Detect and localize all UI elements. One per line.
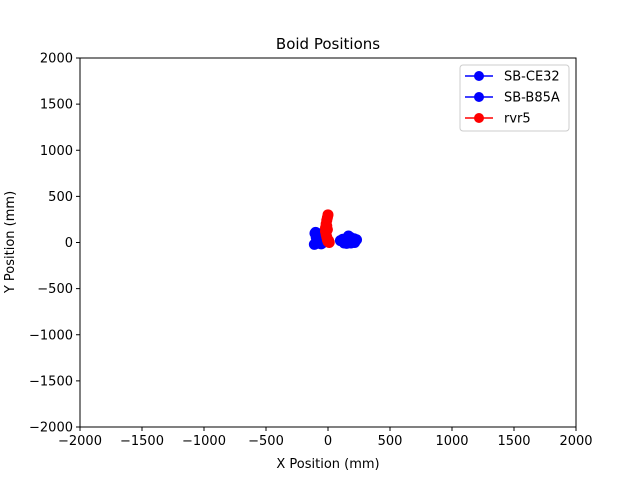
series-layer [308,209,363,250]
legend-entry: SB-B85A [465,91,560,106]
legend-marker [474,113,484,123]
data-point [323,235,335,247]
legend-label: rvr5 [504,112,531,127]
legend-marker [474,71,484,81]
data-point [321,224,333,236]
data-point [311,237,323,249]
x-tick-label: 2000 [559,434,592,449]
series-sb-b85a [334,230,363,249]
legend-marker [474,92,484,102]
y-tick-label: 0 [65,236,73,251]
data-point [349,237,361,248]
x-tick-label: −1500 [120,434,164,449]
legend-label: SB-CE32 [504,70,560,85]
y-axis-label: Y Position (mm) [3,191,18,294]
x-tick-label: −1000 [182,434,226,449]
series-rvr5 [320,209,335,248]
data-point [310,226,322,238]
x-tick-label: −2000 [58,434,102,449]
y-tick-label: −1000 [29,328,73,343]
y-tick-label: 2000 [40,52,73,67]
x-axis-ticks: −2000 −1500 −1000 −500 0 500 1000 1500 2000 [58,427,593,449]
x-axis-label: X Position (mm) [276,457,379,472]
y-tick-label: −1500 [29,374,73,389]
y-tick-label: 500 [48,190,73,205]
x-tick-label: 1500 [497,434,530,449]
y-tick-label: 1500 [40,98,73,113]
legend-label: SB-B85A [504,91,560,106]
y-axis-ticks: −2000 −1500 −1000 −500 0 500 1000 1500 2000 [29,52,80,436]
y-tick-label: −2000 [29,421,73,436]
y-tick-label: −500 [37,282,73,297]
x-tick-label: 1000 [435,434,468,449]
y-tick-label: 1000 [40,144,73,159]
x-tick-label: −500 [248,434,284,449]
x-tick-label: 0 [324,434,332,449]
legend: SB-CE32 SB-B85A rvr5 [459,64,570,132]
chart-title: Boid Positions [276,35,380,53]
legend-entry: rvr5 [465,112,531,127]
x-tick-label: 500 [378,434,403,449]
legend-entry: SB-CE32 [465,70,560,85]
legend-box [459,64,570,132]
